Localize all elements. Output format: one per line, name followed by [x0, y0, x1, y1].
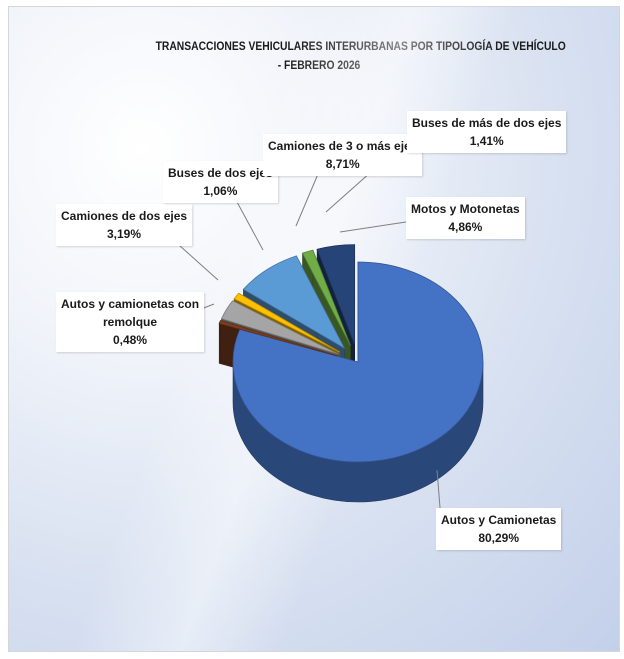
label-buses-mas-ejes-name: Buses de más de dos ejes	[412, 116, 562, 130]
label-camiones-3-ejes: Camiones de 3 o más ejes 8,71%	[263, 134, 423, 176]
label-motos-name: Motos y Motonetas	[411, 202, 520, 216]
chart-title-line2: - FEBRERO 2026	[277, 58, 361, 72]
label-camiones-dos-ejes-value: 3,19%	[107, 227, 142, 241]
label-motos: Motos y Motonetas 4,86%	[406, 197, 525, 239]
chart-title-line1: TRANSACCIONES VEHICULARES INTERURBANAS P…	[155, 39, 566, 53]
label-autos-remolque: Autos y camionetas con remolque 0,48%	[56, 292, 205, 352]
label-autos-camionetas-name: Autos y Camionetas	[441, 513, 557, 527]
label-buses-dos-ejes: Buses de dos ejes 1,06%	[163, 161, 278, 203]
pie-slice-5	[301, 249, 351, 346]
chart-title: TRANSACCIONES VEHICULARES INTERURBANAS P…	[156, 37, 566, 75]
label-autos-remolque-value: 0,48%	[113, 333, 148, 347]
pie-slice-1	[218, 320, 338, 357]
label-autos-camionetas: Autos y Camionetas 80,29%	[436, 508, 562, 550]
pie-slice-4	[242, 255, 346, 350]
label-buses-dos-ejes-name: Buses de dos ejes	[168, 166, 273, 180]
pie-slice-2	[220, 300, 339, 355]
label-buses-dos-ejes-value: 1,06%	[203, 184, 238, 198]
label-camiones-3-ejes-value: 8,71%	[325, 157, 360, 171]
pie-tops	[218, 244, 484, 463]
label-autos-remolque-name-2: remolque	[103, 315, 158, 329]
label-autos-camionetas-value: 80,29%	[478, 531, 520, 545]
leader-line-6	[339, 221, 407, 233]
label-motos-value: 4,86%	[448, 220, 483, 234]
leader-line-4	[295, 173, 319, 227]
pie-slice-6	[316, 244, 356, 345]
pie-slice-3	[233, 292, 340, 353]
label-autos-remolque-name-1: Autos y camionetas con	[61, 297, 200, 311]
label-buses-mas-ejes: Buses de más de dos ejes 1,41%	[407, 111, 567, 153]
label-camiones-dos-ejes-name: Camiones de dos ejes	[61, 209, 188, 223]
label-camiones-dos-ejes: Camiones de dos ejes 3,19%	[56, 204, 193, 246]
label-camiones-3-ejes-name: Camiones de 3 o más ejes	[268, 139, 418, 153]
label-buses-mas-ejes-value: 1,41%	[469, 134, 504, 148]
pie-slice-0	[232, 261, 484, 463]
